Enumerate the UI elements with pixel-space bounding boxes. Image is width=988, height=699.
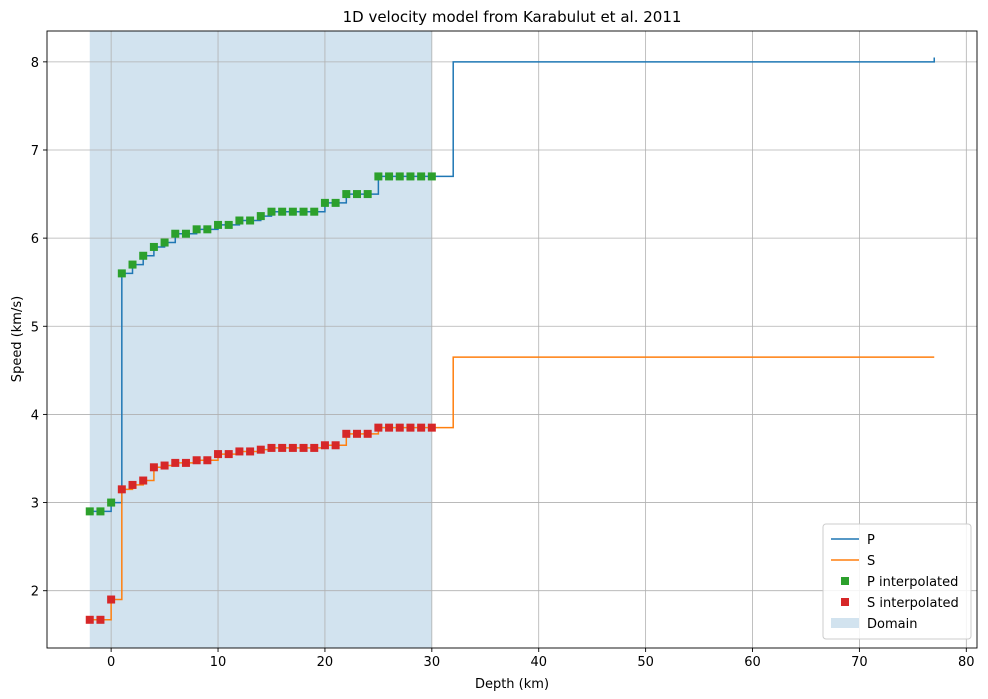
p-interpolated-point [406, 172, 415, 181]
s-interpolated-point [267, 443, 276, 452]
y-tick-label: 4 [31, 408, 39, 423]
p-interpolated-point [128, 260, 137, 269]
y-tick-label: 5 [31, 320, 39, 335]
p-interpolated-point [363, 190, 372, 199]
x-tick-label: 60 [744, 655, 761, 670]
s-interpolated-point [331, 441, 340, 450]
legend-box [822, 523, 972, 640]
x-tick-label: 40 [530, 655, 547, 670]
p-interpolated-point [246, 216, 255, 225]
p-interpolated-point [107, 498, 116, 507]
s-interpolated-point [128, 480, 137, 489]
p-interpolated-point [353, 190, 361, 199]
s-interpolated-point [160, 461, 169, 470]
s-interpolated-point [181, 458, 190, 467]
s-interpolated-point [310, 443, 319, 452]
s-interpolated-point [278, 443, 287, 452]
s-interpolated-point [342, 429, 351, 438]
y-axis-label: Speed (km/s) [10, 296, 25, 382]
legend-label: Domain [867, 617, 917, 632]
s-interpolated-point [235, 447, 244, 456]
p-interpolated-point [320, 198, 329, 207]
s-interpolated-point [417, 423, 426, 432]
s-interpolated-point [395, 423, 404, 432]
s-interpolated-point [171, 458, 180, 467]
p-interpolated-point [117, 269, 126, 278]
p-interpolated-point [139, 251, 148, 260]
p-interpolated-point [214, 220, 223, 229]
s-interpolated-point [139, 476, 148, 485]
p-interpolated-point [85, 507, 94, 516]
y-tick-label: 2 [31, 585, 39, 600]
s-interpolated-point [192, 456, 201, 465]
x-tick-label: 80 [958, 655, 975, 670]
s-interpolated-point [299, 443, 308, 452]
legend-label: P interpolated [867, 575, 958, 590]
x-tick-label: 70 [851, 655, 868, 670]
x-axis-label: Depth (km) [475, 677, 549, 692]
legend: PS P interpolated S interpolated Domain [822, 523, 972, 640]
s-interpolated-point [107, 595, 116, 604]
y-tick-label: 7 [31, 144, 39, 159]
legend-swatch-marker [841, 577, 849, 585]
s-interpolated-point [353, 429, 361, 438]
p-interpolated-point [267, 207, 276, 216]
p-interpolated-point [374, 172, 383, 181]
x-tick-label: 20 [317, 655, 334, 670]
s-interpolated-point [149, 463, 158, 472]
s-interpolated-point [214, 450, 223, 459]
axes-frame [46, 30, 978, 649]
chart-title: 1D velocity model from Karabulut et al. … [343, 8, 682, 26]
p-interpolated-point [310, 207, 319, 216]
y-tick-label: 8 [31, 56, 39, 71]
s-interpolated-point [96, 615, 105, 624]
legend-label: P [867, 533, 875, 548]
p-interpolated-point [235, 216, 244, 225]
y-tick-label: 3 [31, 497, 39, 512]
p-interpolated-point [160, 238, 169, 247]
p-interpolated-point [427, 172, 436, 181]
s-interpolated-point [203, 456, 212, 465]
x-tick-label: 10 [210, 655, 227, 670]
p-interpolated-point [256, 212, 265, 221]
p-interpolated-point [278, 207, 287, 216]
s-interpolated-point [117, 485, 126, 494]
y-tick-label: 6 [31, 232, 39, 247]
legend-swatch-patch [831, 618, 859, 628]
domain-band [89, 31, 432, 648]
p-interpolated-point [395, 172, 404, 181]
legend-swatch-marker [841, 598, 849, 606]
plot-area: 0 10 20 30 40 50 60 70 80 2 3 4 5 6 7 8 PS P interpolated… [31, 30, 978, 670]
p-interpolated-point [181, 229, 190, 238]
p-interpolated-point [299, 207, 308, 216]
s-interpolated-point [85, 615, 94, 624]
s-interpolated-point [427, 423, 436, 432]
p-interpolated-point [224, 220, 233, 229]
s-interpolated-point [224, 450, 233, 459]
s-interpolated-point [246, 447, 255, 456]
x-tick-label: 30 [424, 655, 441, 670]
s-interpolated-point [385, 423, 394, 432]
p-interpolated-point [171, 229, 180, 238]
x-tick-label: 50 [637, 655, 654, 670]
s-interpolated-point [320, 441, 329, 450]
s-interpolated-point [288, 443, 297, 452]
legend-label: S interpolated [867, 596, 959, 611]
p-interpolated-point [203, 225, 212, 234]
x-tick-label: 0 [107, 655, 115, 670]
p-interpolated-point [417, 172, 426, 181]
s-interpolated-point [256, 445, 265, 454]
p-interpolated-point [331, 198, 340, 207]
s-interpolated-point [406, 423, 415, 432]
legend-label: S [867, 554, 875, 569]
s-interpolated-point [374, 423, 383, 432]
p-interpolated-point [149, 242, 158, 251]
p-interpolated-point [96, 507, 105, 516]
p-interpolated-point [192, 225, 201, 234]
p-interpolated-point [288, 207, 297, 216]
p-interpolated-point [342, 190, 351, 199]
s-interpolated-point [363, 429, 372, 438]
p-interpolated-point [385, 172, 394, 181]
